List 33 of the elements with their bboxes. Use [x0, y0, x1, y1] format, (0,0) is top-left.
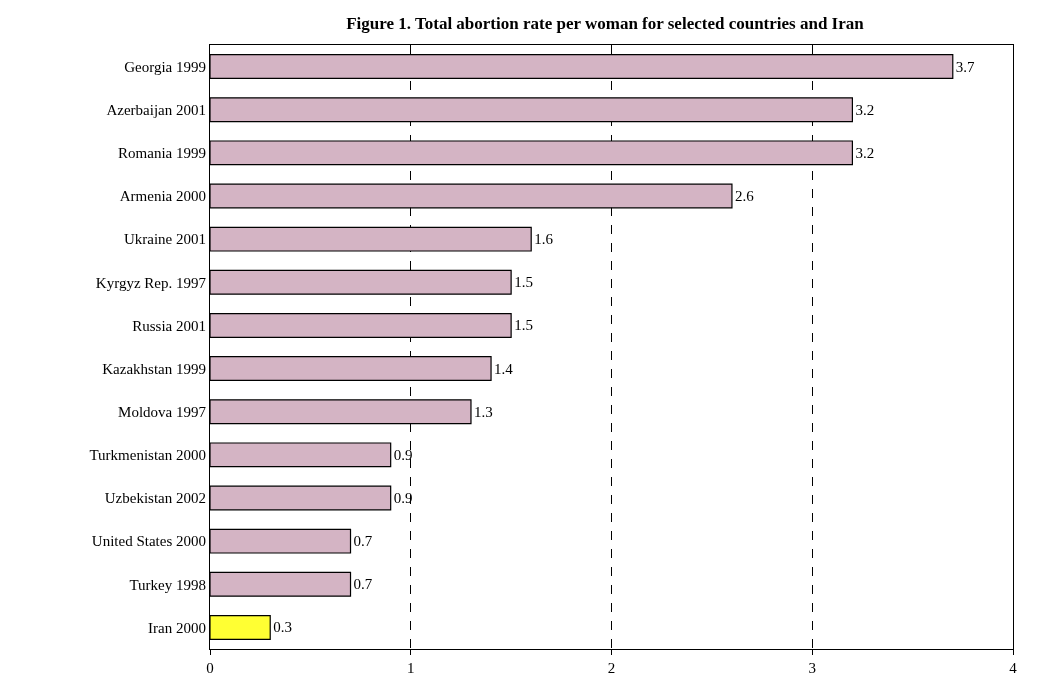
y-tick-label: Ukraine 2001 [123, 231, 206, 248]
data-label: 1.5 [514, 274, 533, 291]
data-label: 0.7 [353, 533, 373, 550]
y-tick-label: Kyrgyz Rep. 1997 [95, 274, 207, 291]
y-tick-label: Romania 1999 [118, 145, 206, 162]
data-label: 1.4 [494, 360, 514, 377]
y-tick-label: Moldova 1997 [118, 403, 207, 420]
data-label: 2.6 [734, 188, 755, 204]
data-label: 3.7 [955, 58, 976, 75]
x-tick-label: 0 [206, 660, 214, 676]
y-tick-label: Russia 2001 [132, 317, 206, 334]
y-tick-label: Uzbekistan 2002 [104, 490, 206, 507]
data-label: 3.2 [855, 101, 875, 118]
y-tick-label: Turkey 1998 [129, 576, 206, 593]
x-tick-label: 3 [808, 660, 816, 676]
chart-title: Figure 1. Total abortion rate per woman for selected countries and Iran [346, 14, 865, 34]
y-tick-label: Turkmenistan 2000 [89, 447, 206, 464]
y-tick-label: Azerbaijan 2001 [106, 101, 206, 118]
data-label: 0.7 [353, 576, 373, 593]
y-tick-label: Armenia 2000 [119, 188, 206, 205]
data-label: 0.9 [393, 446, 413, 463]
data-label: 1.3 [473, 403, 493, 420]
y-tick-label: Georgia 1999 [124, 58, 206, 75]
y-tick-label: United States 2000 [91, 533, 206, 550]
data-label: 0.3 [273, 619, 292, 636]
y-tick-label: Kazakhstan 1999 [102, 360, 206, 377]
x-tick-label: 4 [1009, 660, 1018, 676]
y-tick-label: Iran 2000 [148, 619, 206, 636]
data-label: 3.2 [855, 144, 875, 161]
x-tick-label: 2 [607, 660, 616, 676]
x-tick-label: 1 [407, 660, 415, 676]
data-label: 1.5 [514, 317, 533, 334]
data-label: 1.6 [534, 231, 554, 248]
